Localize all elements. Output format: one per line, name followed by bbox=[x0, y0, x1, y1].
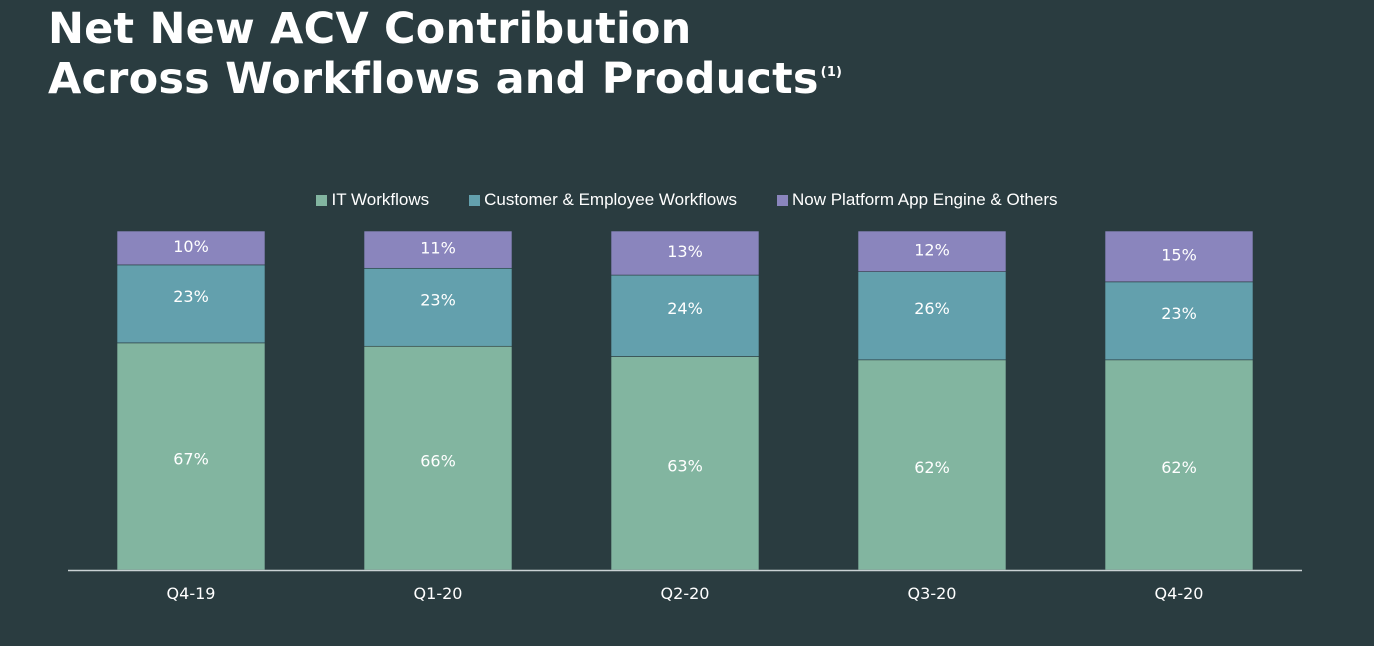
bar-segment-q2-20-series-3 bbox=[610, 230, 760, 276]
bar-segment-q1-20-series-3 bbox=[363, 230, 513, 269]
title-line-2-wrapper: Across Workflows and Products (1) bbox=[48, 54, 842, 104]
legend-label: IT Workflows bbox=[331, 190, 430, 209]
legend-swatch bbox=[316, 194, 328, 206]
data-label-q2-20-series-2: 24% bbox=[667, 299, 703, 318]
data-label-q2-20-series-3: 13% bbox=[667, 242, 703, 261]
bar-segment-q3-20-series-2 bbox=[857, 271, 1007, 361]
title-line-2: Across Workflows and Products bbox=[48, 54, 819, 104]
bar-segment-q1-20-series-1 bbox=[363, 345, 513, 571]
bar-segment-q4-20-series-2 bbox=[1104, 281, 1254, 361]
bar-segment-q1-20-series-2 bbox=[363, 267, 513, 347]
data-label-q1-20-series-3: 11% bbox=[420, 239, 456, 258]
bar-segment-q4-19-series-3 bbox=[116, 230, 266, 266]
bar-segment-q2-20-series-2 bbox=[610, 274, 760, 357]
title-line-1: Net New ACV Contribution bbox=[48, 4, 692, 54]
bar-segment-q3-20-series-3 bbox=[857, 230, 1007, 272]
x-tick-label-q4-20: Q4-20 bbox=[1155, 584, 1204, 603]
x-tick-label-q3-20: Q3-20 bbox=[908, 584, 957, 603]
data-label-q4-19-series-3: 10% bbox=[173, 237, 209, 256]
legend-label: Customer & Employee Workflows bbox=[484, 190, 737, 209]
bar-segment-q4-20-series-1 bbox=[1104, 359, 1254, 571]
footnote-marker: (1) bbox=[820, 64, 843, 80]
legend-swatch bbox=[776, 194, 788, 206]
legend-item-2: Customer & Employee Workflows bbox=[469, 189, 737, 211]
legend-item-3: Now Platform App Engine & Others bbox=[776, 189, 1058, 211]
bar-segment-q4-20-series-3 bbox=[1104, 230, 1254, 283]
data-label-q3-20-series-3: 12% bbox=[914, 240, 950, 259]
chart-title: Net New ACV Contribution Across Workflow… bbox=[48, 4, 842, 104]
data-label-q1-20-series-1: 66% bbox=[420, 451, 456, 470]
bar-segment-q2-20-series-1 bbox=[610, 356, 760, 571]
bar-segment-q3-20-series-1 bbox=[857, 359, 1007, 571]
data-label-q4-19-series-2: 23% bbox=[173, 287, 209, 306]
data-label-q4-19-series-1: 67% bbox=[173, 450, 209, 469]
x-tick-label-q2-20: Q2-20 bbox=[661, 584, 710, 603]
data-label-q3-20-series-1: 62% bbox=[914, 458, 950, 477]
data-label-q2-20-series-1: 63% bbox=[667, 456, 703, 475]
data-label-q4-20-series-2: 23% bbox=[1161, 304, 1197, 323]
chart-legend: IT Workflows Customer & Employee Workflow… bbox=[0, 189, 1374, 211]
legend-label: Now Platform App Engine & Others bbox=[791, 190, 1058, 209]
x-tick-label-q1-20: Q1-20 bbox=[414, 584, 463, 603]
legend-item-1: IT Workflows bbox=[316, 189, 429, 211]
data-label-q4-20-series-1: 62% bbox=[1161, 458, 1197, 477]
legend-swatch bbox=[469, 194, 481, 206]
data-label-q3-20-series-2: 26% bbox=[914, 299, 950, 318]
data-label-q1-20-series-2: 23% bbox=[420, 290, 456, 309]
data-label-q4-20-series-3: 15% bbox=[1161, 245, 1197, 264]
x-tick-label-q4-19: Q4-19 bbox=[167, 584, 216, 603]
bar-segment-q4-19-series-1 bbox=[116, 342, 266, 571]
